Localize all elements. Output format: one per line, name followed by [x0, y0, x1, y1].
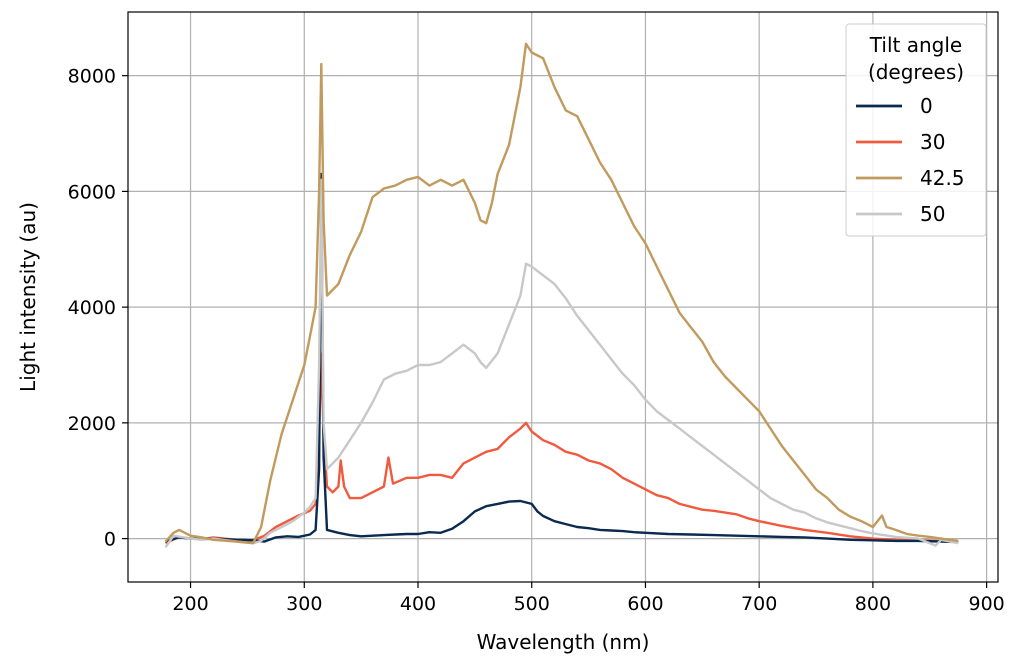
plot-frame [127, 11, 999, 583]
series-line-50 [164, 178, 959, 548]
legend-entries: 0 30 42.5 50 [856, 94, 965, 226]
x-tick-label: 300 [286, 593, 322, 615]
series-line-0 [165, 172, 959, 544]
legend-label-0: 0 [920, 94, 933, 118]
legend-label-42-5: 42.5 [920, 166, 965, 190]
x-tick-label: 200 [172, 593, 208, 615]
x-tick-label: 800 [855, 593, 891, 615]
series-layer [164, 42, 959, 548]
legend-title-line-1: Tilt angle [869, 33, 962, 57]
y-axis-ticks: 0 2000 4000 6000 8000 [68, 66, 128, 551]
x-tick-label: 600 [627, 593, 663, 615]
y-tick-label: 0 [104, 529, 116, 551]
series-line-42-5 [164, 42, 959, 545]
x-tick-label: 900 [968, 593, 1004, 615]
legend: Tilt angle (degrees) 0 30 42.5 50 [845, 23, 987, 237]
x-tick-label: 500 [514, 593, 550, 615]
series-line-30 [164, 352, 959, 545]
x-axis-ticks: 200 300 400 500 600 700 800 900 [172, 582, 1005, 615]
x-axis-label: Wavelength (nm) [477, 630, 650, 654]
legend-label-50: 50 [920, 202, 945, 226]
x-tick-label: 400 [400, 593, 436, 615]
y-tick-label: 6000 [68, 181, 116, 203]
legend-title-line-2: (degrees) [868, 60, 964, 84]
legend-box [845, 23, 987, 237]
y-tick-label: 2000 [68, 413, 116, 435]
y-tick-label: 8000 [68, 66, 116, 88]
y-tick-label: 4000 [68, 297, 116, 319]
x-tick-label: 700 [741, 593, 777, 615]
legend-label-30: 30 [920, 130, 945, 154]
y-axis-label: Light intensity (au) [16, 202, 40, 392]
